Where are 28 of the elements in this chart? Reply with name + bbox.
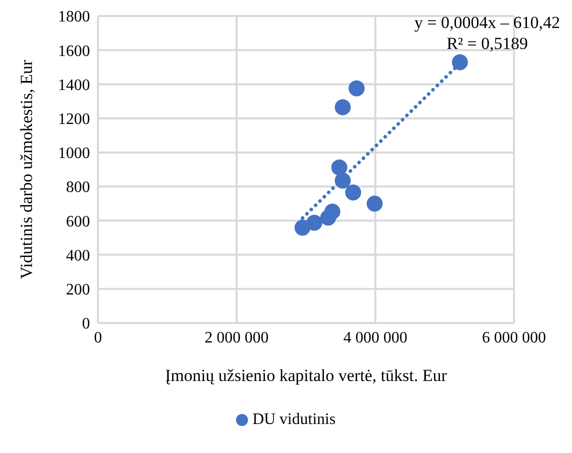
point [306, 214, 322, 231]
point [452, 54, 468, 70]
y-tick-label: 200 [66, 282, 90, 299]
point [334, 99, 351, 116]
y-tick-label: 600 [66, 213, 90, 230]
point [334, 172, 351, 189]
point [366, 196, 383, 212]
annotation: R² = 0,5189 [446, 33, 529, 54]
y-tick-label: 0 [82, 316, 90, 333]
y-tick-label: 1800 [58, 8, 90, 26]
y-axis-title: Vidutinis darbo užmokestis, Eur [17, 60, 36, 280]
x-tick-label: 6 000 000 [482, 329, 546, 346]
x-axis-title: Įmonių užsienio kapitalo vertė, tūkst. Eur [165, 366, 448, 385]
legend-label: DU vidutinis [251, 411, 336, 429]
y-tick-label: 1600 [58, 42, 90, 60]
point [348, 80, 365, 96]
x-tick-label: 4 000 000 [343, 329, 408, 346]
y-tick-label: 1000 [58, 145, 90, 162]
point [345, 184, 362, 201]
x-tick-label: 2 000 000 [204, 329, 269, 346]
y-tick-label: 1200 [58, 111, 90, 128]
annotation: y = 0,0004x – 610,42 [414, 12, 560, 33]
point [324, 204, 340, 220]
y-tick-label: 1400 [58, 76, 90, 94]
y-tick-label: 400 [66, 247, 90, 264]
y-tick-label: 800 [66, 179, 90, 196]
point [331, 159, 348, 176]
x-tick-label: 0 [94, 329, 102, 346]
